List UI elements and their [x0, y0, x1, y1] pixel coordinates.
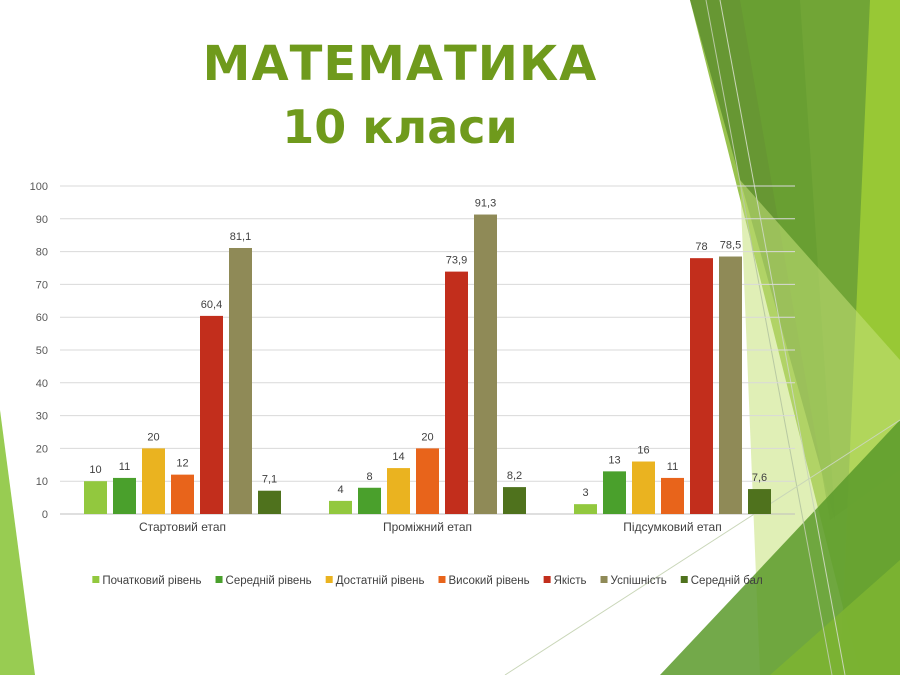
- legend-item: Успішність: [600, 575, 667, 587]
- legend-swatch: [215, 576, 223, 583]
- y-tick-label: 30: [36, 411, 48, 423]
- legend-item: Середній рівень: [215, 575, 312, 587]
- bar: [229, 247, 252, 514]
- legend-label: Середній бал: [691, 575, 763, 587]
- bar: [387, 468, 410, 514]
- legend-item: Початковий рівень: [92, 575, 202, 587]
- y-tick-label: 100: [30, 181, 48, 193]
- bar: [719, 256, 742, 514]
- legend-label: Високий рівень: [449, 575, 530, 587]
- data-label: 12: [176, 458, 188, 470]
- chart-bars: [84, 214, 771, 514]
- y-tick-label: 80: [36, 247, 48, 259]
- data-label: 3: [582, 487, 588, 499]
- bar: [200, 315, 223, 514]
- data-label: 20: [421, 431, 433, 443]
- data-label: 8: [366, 471, 372, 483]
- data-label: 13: [608, 454, 620, 466]
- bar: [603, 471, 626, 514]
- y-tick-label: 20: [36, 443, 48, 455]
- legend-item: Якість: [543, 575, 587, 587]
- data-label: 14: [392, 451, 404, 463]
- legend-swatch: [680, 576, 688, 583]
- data-label: 73,9: [446, 255, 467, 267]
- x-axis-categories: Стартовий етап Проміжний етап Підсумковий …: [139, 520, 722, 534]
- decor-shape: [660, 420, 900, 675]
- y-tick-label: 70: [36, 279, 48, 291]
- category-label: Стартовий етап: [139, 520, 226, 534]
- bar: [661, 477, 684, 514]
- legend-swatch: [92, 576, 100, 583]
- data-label: 16: [637, 445, 649, 457]
- legend-item: Середній бал: [680, 575, 763, 587]
- legend-swatch: [325, 576, 333, 583]
- data-label: 8,2: [507, 470, 522, 482]
- data-labels: 10 11 20 12 60,4 81,1 7,1 4 8 14 20 73,9 91,3 8,2 3 13 1…: [89, 198, 767, 500]
- category-label: Підсумковий етап: [623, 520, 721, 534]
- bar: [171, 474, 194, 514]
- legend-label: Якість: [554, 575, 587, 587]
- data-label: 7,1: [262, 474, 277, 486]
- y-tick-label: 0: [42, 509, 48, 521]
- legend-item: Високий рівень: [438, 575, 530, 587]
- legend-item: Достатній рівень: [325, 575, 425, 587]
- legend-label: Початковий рівень: [102, 575, 201, 587]
- decor-shape: [0, 410, 35, 675]
- data-label: 78: [695, 241, 707, 253]
- y-tick-label: 10: [36, 476, 48, 488]
- page-subtitle: 10 класи: [282, 100, 518, 154]
- bar: [416, 448, 439, 514]
- bar: [113, 477, 136, 514]
- legend-label: Середній рівень: [226, 575, 312, 587]
- page-title: МАТЕМАТИКА: [202, 36, 598, 92]
- bar: [574, 504, 597, 514]
- decor-line: [705, 0, 833, 675]
- bar: [142, 448, 165, 514]
- data-label: 11: [119, 461, 130, 473]
- legend-label: Успішність: [611, 575, 667, 587]
- bar: [632, 461, 655, 514]
- bar: [358, 487, 381, 514]
- y-tick-label: 40: [36, 378, 48, 390]
- data-label: 91,3: [475, 198, 496, 210]
- bar: [748, 489, 771, 514]
- data-label: 10: [89, 464, 101, 476]
- category-label: Проміжний етап: [383, 520, 472, 534]
- data-label: 20: [147, 431, 159, 443]
- legend-swatch: [543, 576, 551, 583]
- legend-label: Достатній рівень: [336, 575, 425, 587]
- data-label: 4: [337, 484, 343, 496]
- bar: [690, 258, 713, 514]
- data-label: 81,1: [230, 231, 251, 243]
- data-label: 60,4: [201, 299, 222, 311]
- y-axis-ticks: 0 10 20 30 40 50 60 70 80 90 100: [30, 181, 48, 521]
- chart-legend: Початковий рівень Середній рівень Достатні…: [92, 575, 763, 587]
- data-label: 78,5: [720, 240, 741, 252]
- legend-swatch: [438, 576, 446, 583]
- legend-swatch: [600, 576, 608, 583]
- bar: [445, 271, 468, 514]
- decor-line: [719, 0, 846, 675]
- y-tick-label: 90: [36, 214, 48, 226]
- data-label: 7,6: [752, 472, 767, 484]
- bar: [329, 500, 352, 514]
- data-label: 11: [667, 461, 678, 473]
- decor-line: [504, 419, 900, 675]
- y-tick-label: 60: [36, 312, 48, 324]
- bar: [84, 481, 107, 514]
- y-tick-label: 50: [36, 345, 48, 357]
- bar: [503, 487, 526, 514]
- bar: [474, 214, 497, 514]
- decor-shape: [770, 560, 900, 675]
- bar: [258, 490, 281, 514]
